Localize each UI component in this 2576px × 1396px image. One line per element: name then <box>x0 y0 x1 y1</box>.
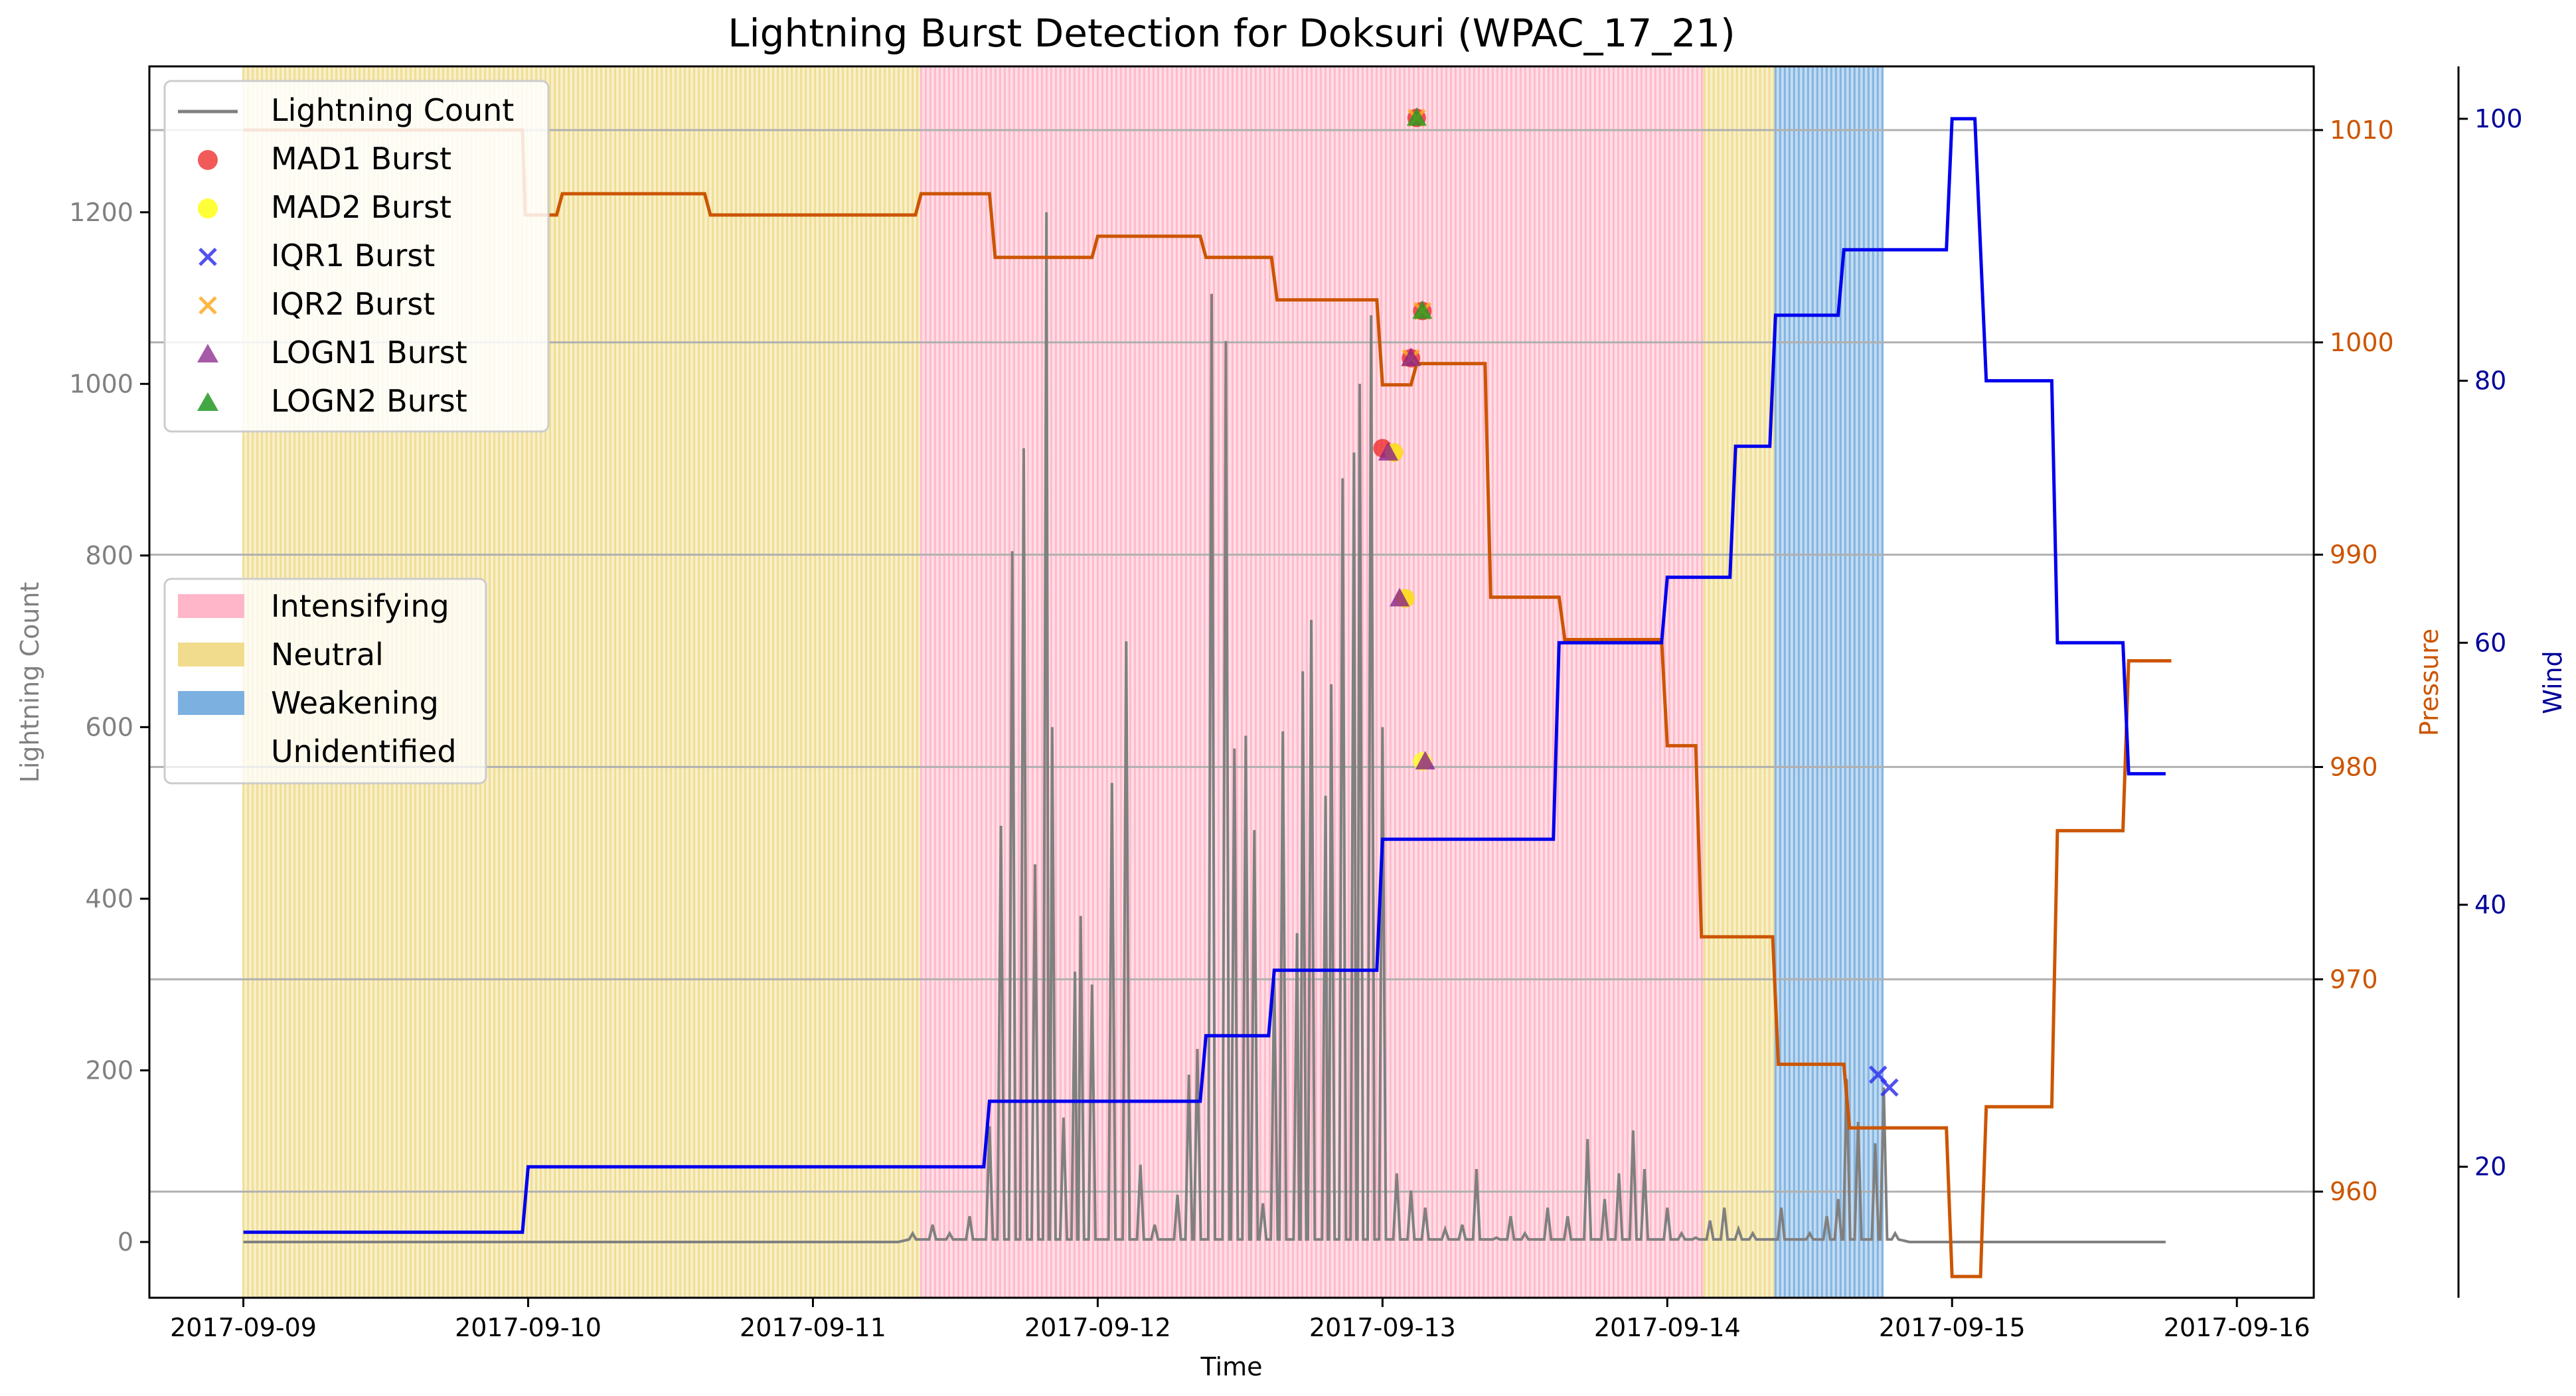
x-tick-label-0: 2017-09-09 <box>170 1313 317 1342</box>
y-axis-label-wind: Wind <box>2538 651 2567 714</box>
y-axis-lightning: 0 200 400 600 800 1000 1200 <box>69 198 149 1257</box>
y-wind-tick-label-100: 100 <box>2474 104 2523 133</box>
logn2-burst-marker <box>1406 107 1427 126</box>
legend-weakening-swatch <box>178 691 244 715</box>
y-axis-label-pressure: Pressure <box>2415 629 2444 736</box>
chart-title: Lightning Burst Detection for Doksuri (W… <box>728 11 1735 56</box>
phase-legend-box <box>163 578 487 785</box>
x-tick-label-3: 2017-09-12 <box>1024 1313 1171 1342</box>
y-pressure-tick-label-970: 970 <box>2330 965 2378 994</box>
legend-neutral-label: Neutral <box>271 637 384 672</box>
x-tick-label-4: 2017-09-13 <box>1309 1313 1456 1342</box>
logn2-burst-marker <box>1412 300 1433 319</box>
y-wind-tick-label-20: 20 <box>2474 1152 2506 1182</box>
lightning-count-line <box>243 212 2166 1243</box>
wind-series <box>243 117 2166 1234</box>
legend-iqr2-label: IQR2 Burst <box>271 286 435 322</box>
y-wind-tick-label-60: 60 <box>2474 628 2506 657</box>
burst-legend: Lightning Count MAD1 Burst MAD2 Burst IQ… <box>163 80 550 433</box>
legend-logn1-label: LOGN1 Burst <box>271 335 467 370</box>
legend-mad1-label: MAD1 Burst <box>271 141 451 177</box>
y-wind-tick-label-80: 80 <box>2474 366 2506 396</box>
legend-intensifying-label: Intensifying <box>271 588 449 624</box>
y-pressure-tick-label-960: 960 <box>2330 1177 2378 1206</box>
legend-mad2-swatch <box>198 198 218 218</box>
phase-stripes-neutral-2 <box>1703 66 1775 1298</box>
y-axis-wind: 20 40 60 80 100 <box>2457 66 2523 1298</box>
y-axis-pressure: 960 970 980 990 1000 1010 <box>2314 116 2394 1206</box>
legend-iqr1-swatch <box>199 248 217 266</box>
y-left-tick-label-0: 0 <box>118 1227 133 1257</box>
y-left-tick-label-800: 800 <box>85 541 133 570</box>
logn1-burst-marker <box>1378 441 1398 461</box>
x-tick-label-6: 2017-09-15 <box>1879 1313 2026 1342</box>
y-wind-tick-label-40: 40 <box>2474 890 2506 919</box>
lightning-count-series <box>243 212 2166 1243</box>
phase-band-neutral-2 <box>1704 66 1776 1298</box>
y-left-tick-label-1000: 1000 <box>69 369 133 398</box>
x-axis: 2017-09-09 2017-09-10 2017-09-11 2017-09-12… <box>170 1298 2310 1342</box>
phase-legend: Intensifying Neutral Weakening Unidentif… <box>163 578 487 785</box>
legend-iqr1-label: IQR1 Burst <box>271 238 435 273</box>
logn1-burst-marker <box>1401 347 1421 366</box>
legend-mad1-swatch <box>198 150 218 170</box>
burst-markers <box>1373 107 1899 1097</box>
logn1-burst-marker <box>1390 587 1410 607</box>
plot-frame <box>148 65 2315 1299</box>
x-axis-label: Time <box>1200 1352 1263 1381</box>
iqr1-burst-marker <box>1880 1078 1899 1097</box>
x-tick-label-2: 2017-09-11 <box>740 1313 886 1342</box>
x-tick-label-5: 2017-09-14 <box>1594 1313 1741 1342</box>
x-tick-label-1: 2017-09-10 <box>455 1313 602 1342</box>
legend-iqr2-swatch <box>199 296 217 315</box>
y-pressure-tick-label-990: 990 <box>2330 540 2378 570</box>
y-left-tick-label-600: 600 <box>85 712 133 741</box>
legend-logn1-swatch <box>197 344 218 362</box>
legend-neutral-swatch <box>178 643 244 666</box>
pressure-line <box>243 128 2172 1279</box>
pressure-series <box>243 128 2172 1279</box>
legend-logn2-swatch <box>197 392 218 411</box>
y-left-tick-label-200: 200 <box>85 1055 133 1085</box>
burst-legend-box <box>163 80 550 433</box>
legend-mad2-label: MAD2 Burst <box>271 189 451 225</box>
legend-intensifying-swatch <box>178 594 244 618</box>
phase-stripes-weakening-3 <box>1774 66 1884 1298</box>
x-tick-label-7: 2017-09-16 <box>2164 1313 2310 1342</box>
logn1-burst-marker <box>1415 751 1435 770</box>
y-axis-label-lightning: Lightning Count <box>15 582 44 783</box>
legend-lightning-label: Lightning Count <box>271 92 514 128</box>
y-pressure-tick-label-980: 980 <box>2330 752 2378 781</box>
y-pressure-tick-label-1010: 1010 <box>2330 116 2394 145</box>
legend-unidentified-label: Unidentified <box>271 734 457 769</box>
legend-weakening-label: Weakening <box>271 685 439 721</box>
legend-logn2-label: LOGN2 Burst <box>271 383 467 419</box>
y-left-tick-label-1200: 1200 <box>69 198 133 227</box>
y-left-tick-label-400: 400 <box>85 884 133 913</box>
y-pressure-tick-label-1000: 1000 <box>2330 328 2394 357</box>
wind-line <box>243 117 2166 1234</box>
